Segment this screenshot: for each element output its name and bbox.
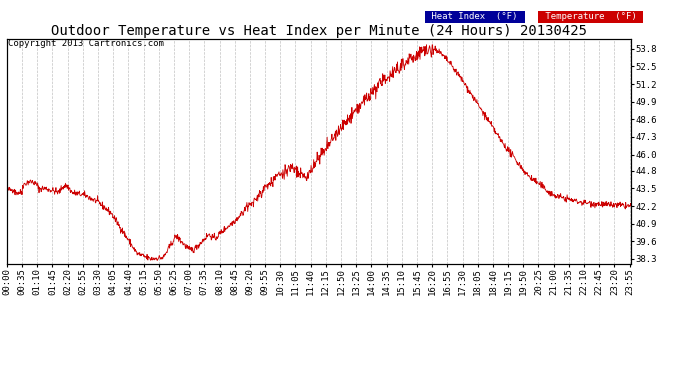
Title: Outdoor Temperature vs Heat Index per Minute (24 Hours) 20130425: Outdoor Temperature vs Heat Index per Mi… [51,24,587,38]
Text: Heat Index  (°F): Heat Index (°F) [426,12,523,21]
Text: Temperature  (°F): Temperature (°F) [540,12,642,21]
Text: Copyright 2013 Cartronics.com: Copyright 2013 Cartronics.com [8,39,164,48]
